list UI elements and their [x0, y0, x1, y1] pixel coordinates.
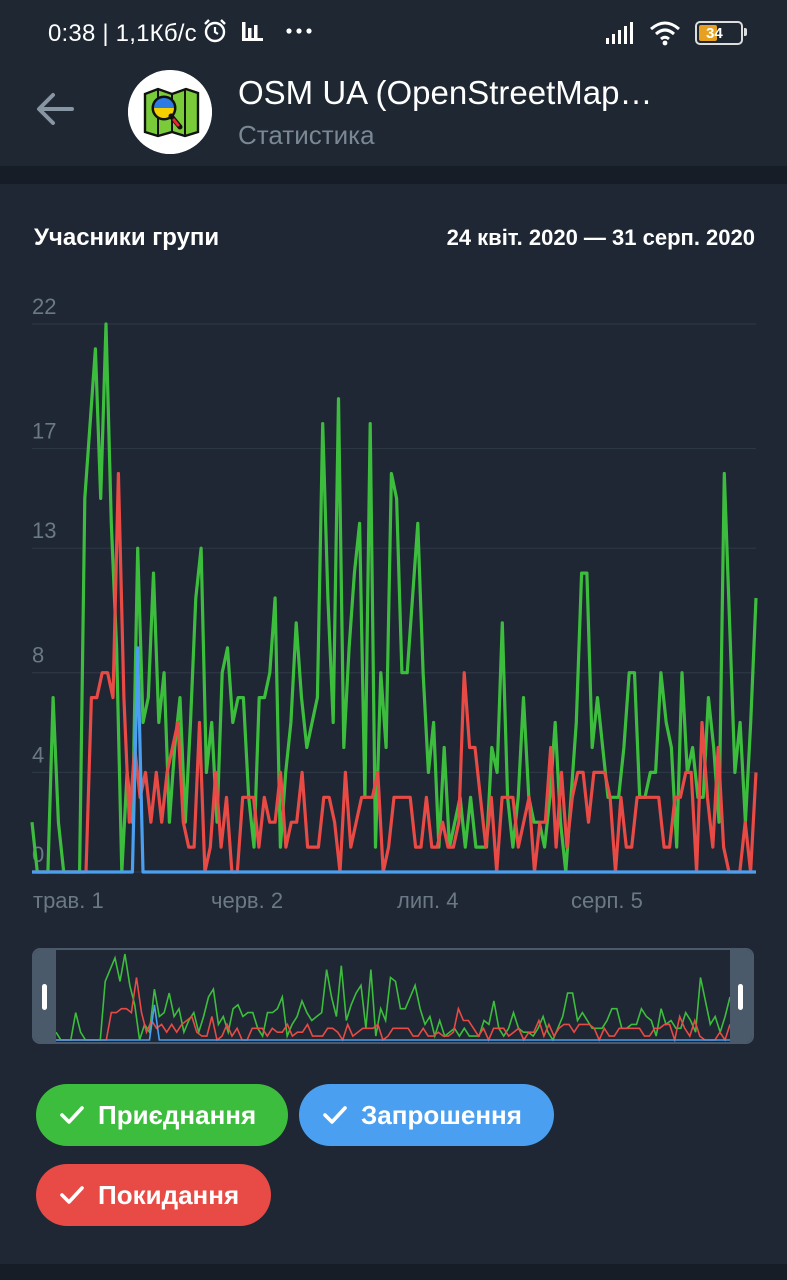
stats-icon	[242, 22, 263, 41]
status-bar: 0:38 | 1,1Кб/с	[0, 0, 787, 58]
y-tick-label: 22	[32, 294, 56, 319]
check-icon	[60, 1186, 84, 1204]
battery-level: 34	[706, 24, 723, 42]
legend-label-left: Покидання	[98, 1179, 240, 1210]
x-tick-label: черв. 2	[211, 888, 283, 913]
app-header: OSM UA (OpenStreetMap… Статистика	[0, 58, 787, 166]
navigator-series-2	[56, 977, 731, 1042]
stats-card: Учасники групи 24 квіт. 2020 — 31 серп. …	[0, 184, 787, 1264]
status-time-speed: 0:38 | 1,1Кб/с	[48, 20, 197, 47]
x-tick-label: лип. 4	[397, 888, 459, 913]
y-tick-label: 8	[32, 643, 44, 668]
series-line-0	[30, 322, 758, 874]
navigator-preview	[55, 953, 731, 1042]
chart-date-range[interactable]: 24 квіт. 2020 — 31 серп. 2020	[446, 225, 755, 250]
legend-chip-invited[interactable]: Запрошення	[299, 1084, 554, 1146]
x-tick-label: серп. 5	[571, 888, 643, 913]
series-line-1	[32, 646, 756, 874]
legend-label-invited: Запрошення	[361, 1099, 522, 1130]
series-line-2	[32, 471, 758, 874]
signal-icon	[606, 22, 633, 44]
alarm-icon	[204, 19, 226, 43]
legend-label-joined: Приєднання	[98, 1099, 257, 1130]
check-icon	[323, 1106, 347, 1124]
y-tick-label: 4	[32, 742, 44, 767]
navigator-series-0	[55, 953, 731, 1042]
more-icon	[286, 28, 312, 34]
status-right: 34	[605, 20, 747, 46]
navigator-left-handle[interactable]	[34, 950, 56, 1042]
y-tick-label: 13	[32, 518, 56, 543]
chat-title: OSM UA (OpenStreetMap…	[238, 74, 653, 111]
bottom-edge	[0, 1264, 787, 1280]
chat-subtitle: Статистика	[238, 120, 375, 150]
chart-x-axis: трав. 1 черв. 2 лип. 4 серп. 5	[33, 888, 643, 913]
battery-icon: 34	[695, 21, 747, 45]
chart-series	[30, 322, 758, 874]
y-tick-label: 17	[32, 419, 56, 444]
map-magnifier-logo	[128, 70, 212, 154]
group-avatar[interactable]	[128, 70, 212, 154]
check-icon	[60, 1106, 84, 1124]
chart-title: Учасники групи	[34, 224, 220, 251]
section-divider	[0, 166, 787, 184]
legend-chip-left[interactable]: Покидання	[36, 1164, 272, 1226]
navigator-right-handle[interactable]	[730, 950, 752, 1042]
back-arrow-icon[interactable]	[34, 88, 76, 130]
x-tick-label: трав. 1	[33, 888, 104, 913]
navigator-series-1	[56, 1004, 730, 1041]
legend-chip-joined[interactable]: Приєднання	[36, 1084, 289, 1146]
status-icons	[202, 18, 314, 44]
chart-range-navigator[interactable]	[32, 948, 754, 1044]
wifi-icon	[650, 21, 680, 46]
